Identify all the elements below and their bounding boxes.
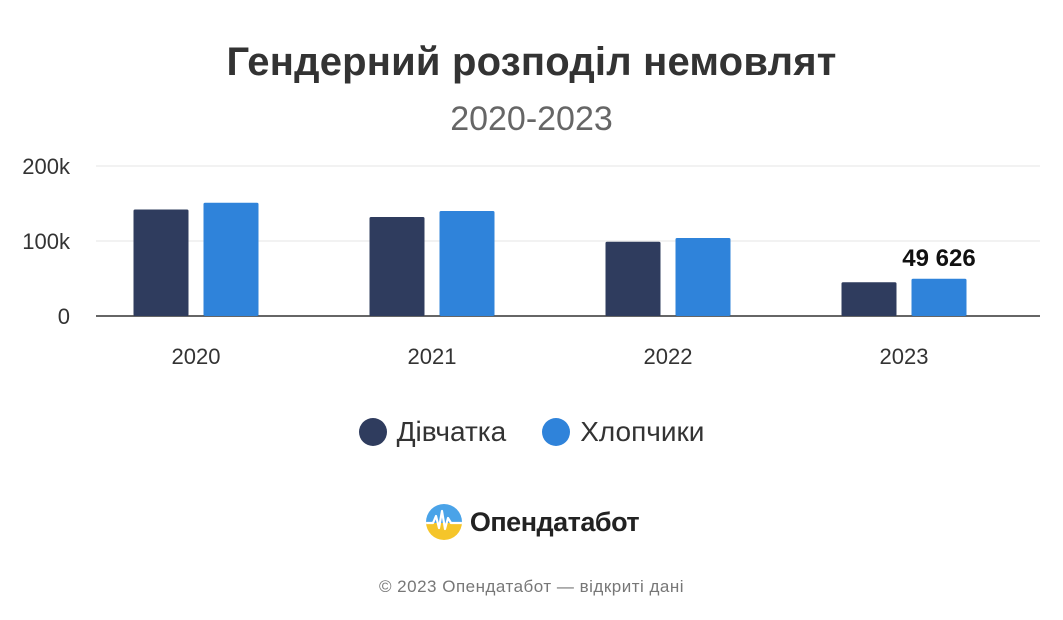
bars <box>133 202 967 316</box>
legend-dot-icon <box>358 418 387 446</box>
bar-girls-2020 <box>133 209 189 316</box>
bar-boys-2022 <box>675 238 731 316</box>
bar-boys-2020 <box>203 202 259 316</box>
bar-girls-2023 <box>841 282 897 316</box>
brand-logo: Опендатабот <box>0 502 1063 542</box>
data-label: 49 626 <box>902 245 975 272</box>
legend-item-girls[interactable]: Дівчатка <box>358 416 507 448</box>
y-tick-label: 0 <box>58 304 70 329</box>
x-tick-label: 2023 <box>880 344 929 369</box>
annotations: 49 626 <box>902 245 975 272</box>
opendatabot-logo-icon <box>425 504 462 540</box>
brand-name: Опендатабот <box>469 506 640 537</box>
bar-chart: 0 100k 200k 2020 2021 2022 2023 49 626 <box>22 154 1040 369</box>
legend-label: Хлопчики <box>580 416 705 447</box>
x-tick-label: 2020 <box>172 344 221 369</box>
y-tick-label: 100k <box>22 229 71 254</box>
y-axis-ticks: 0 100k 200k <box>22 154 71 329</box>
bar-girls-2021 <box>369 217 425 316</box>
legend: Дівчатка Хлопчики <box>0 416 1063 448</box>
legend-dot-icon <box>542 418 571 446</box>
chart-subtitle: 2020-2023 <box>450 100 613 138</box>
chart-title: Гендерний розподіл немовлят <box>226 40 837 84</box>
legend-item-boys[interactable]: Хлопчики <box>542 416 704 448</box>
x-tick-label: 2021 <box>408 344 457 369</box>
x-axis-ticks: 2020 2021 2022 2023 <box>172 344 929 369</box>
y-tick-label: 200k <box>22 154 71 179</box>
bar-boys-2021 <box>439 211 495 316</box>
x-tick-label: 2022 <box>644 344 693 369</box>
bar-boys-2023 <box>911 278 967 316</box>
footer-copyright: © 2023 Опендатабот — відкриті дані <box>378 577 685 596</box>
legend-label: Дівчатка <box>396 416 507 447</box>
bar-girls-2022 <box>605 241 661 316</box>
